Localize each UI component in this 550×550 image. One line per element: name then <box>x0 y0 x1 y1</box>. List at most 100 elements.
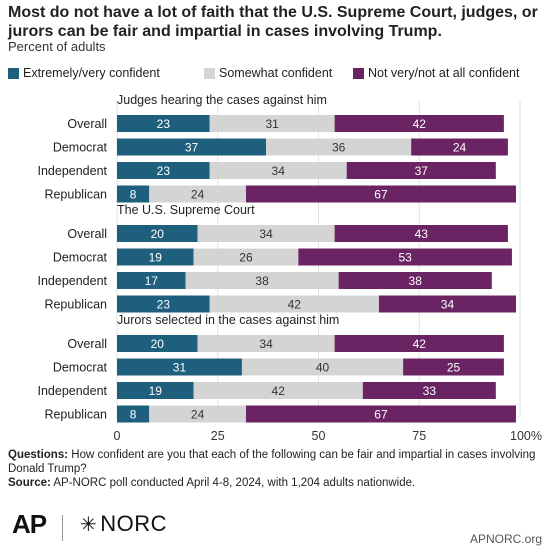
data-label: 8 <box>130 188 137 202</box>
data-label: 20 <box>151 227 165 241</box>
legend-item-very: Extremely/very confident <box>8 66 160 80</box>
norc-logo: ✳ NORC <box>80 511 167 537</box>
data-label: 24 <box>453 141 467 155</box>
bar-segment <box>378 295 516 313</box>
site-link[interactable]: APNORC.org <box>469 532 542 546</box>
bar-segment <box>149 405 246 423</box>
row-label: Democrat <box>53 361 108 375</box>
data-label: 42 <box>288 298 302 312</box>
legend-item-not: Not very/not at all confident <box>353 66 519 80</box>
data-label: 23 <box>157 298 171 312</box>
data-label: 67 <box>374 188 388 202</box>
data-label: 33 <box>423 384 437 398</box>
bar-segment <box>117 405 150 423</box>
questions-note: Questions: How confident are you that ea… <box>8 448 544 476</box>
source-note: Source: AP-NORC poll conducted April 4-8… <box>8 476 544 490</box>
data-label: 20 <box>151 337 165 351</box>
data-label: 36 <box>332 141 346 155</box>
row-label: Republican <box>44 188 107 202</box>
bar-segment <box>197 225 335 242</box>
data-label: 53 <box>398 251 412 265</box>
data-label: 31 <box>265 117 279 131</box>
data-label: 40 <box>316 361 330 375</box>
data-label: 24 <box>191 408 205 422</box>
row-label: Overall <box>67 117 107 131</box>
legend-swatch-very <box>8 67 19 79</box>
questions-label: Questions: <box>8 449 69 461</box>
bar-segment <box>149 185 246 203</box>
data-label: 37 <box>185 141 199 155</box>
bar-segment <box>362 382 496 399</box>
bar-segment <box>117 138 267 156</box>
legend-item-somewhat: Somewhat confident <box>204 66 332 80</box>
norc-star-icon: ✳ <box>80 514 98 536</box>
data-label: 38 <box>409 274 423 288</box>
row-label: Republican <box>44 408 107 422</box>
data-label: 8 <box>130 408 137 422</box>
data-label: 42 <box>413 337 427 351</box>
x-tick-label: 50 <box>312 429 326 443</box>
bar-segment <box>117 185 150 203</box>
data-label: 26 <box>239 251 253 265</box>
source-label: Source: <box>8 477 51 489</box>
data-label: 67 <box>374 408 388 422</box>
x-tick-label: 75 <box>412 429 426 443</box>
bar-segment <box>298 248 512 266</box>
legend: Extremely/very confident Somewhat confid… <box>8 66 548 82</box>
bar-segment <box>117 335 198 352</box>
data-label: 17 <box>145 274 159 288</box>
row-label: Democrat <box>53 251 108 265</box>
bar-segment <box>403 358 504 376</box>
chart-title: Most do not have a lot of faith that the… <box>8 4 538 40</box>
row-label: Independent <box>37 164 107 178</box>
data-label: 34 <box>272 164 286 178</box>
bar-segment <box>334 335 504 352</box>
bar-segment <box>117 225 198 242</box>
data-label: 31 <box>173 361 187 375</box>
row-label: Republican <box>44 298 107 312</box>
data-label: 34 <box>441 298 455 312</box>
bar-segment <box>245 405 516 423</box>
bar-segment <box>117 115 210 132</box>
bar-segment <box>193 248 299 266</box>
data-label: 43 <box>415 227 429 241</box>
group-title: Jurors selected in the cases against him <box>117 313 339 327</box>
bar-segment <box>197 335 335 352</box>
bar-segment <box>346 162 496 179</box>
norc-logo-text: NORC <box>100 511 168 536</box>
x-tick-label: 100% <box>510 429 542 443</box>
x-tick-label: 0 <box>114 429 121 443</box>
bar-segment <box>117 248 194 266</box>
bar-segment <box>117 382 194 399</box>
group-title: The U.S. Supreme Court <box>117 203 255 217</box>
data-label: 23 <box>157 117 171 131</box>
ap-logo: AP <box>12 509 47 539</box>
source-text: AP-NORC poll conducted April 4-8, 2024, … <box>53 477 416 489</box>
bar-segment <box>245 185 516 203</box>
footer: AP ✳ NORC APNORC.org <box>0 505 550 550</box>
chart-subtitle: Percent of adults <box>8 39 106 54</box>
legend-label-somewhat: Somewhat confident <box>219 66 333 80</box>
bar-segment <box>117 272 186 289</box>
row-label: Independent <box>37 274 107 288</box>
bar-segment <box>241 358 404 376</box>
legend-label-very: Extremely/very confident <box>23 66 160 80</box>
notes: Questions: How confident are you that ea… <box>8 448 544 490</box>
data-label: 42 <box>413 117 427 131</box>
data-label: 34 <box>259 227 273 241</box>
group-title: Judges hearing the cases against him <box>117 93 327 107</box>
row-label: Overall <box>67 337 107 351</box>
legend-swatch-not <box>353 67 364 79</box>
data-label: 37 <box>415 164 429 178</box>
data-label: 38 <box>255 274 269 288</box>
bar-segment <box>209 115 335 132</box>
bar-segment <box>209 295 379 313</box>
data-label: 42 <box>272 384 286 398</box>
bar-segment <box>338 272 492 289</box>
bar-segment <box>266 138 412 156</box>
bar-segment <box>117 162 210 179</box>
bar-segment <box>334 225 508 242</box>
row-label: Independent <box>37 384 107 398</box>
bar-segment <box>209 162 347 179</box>
